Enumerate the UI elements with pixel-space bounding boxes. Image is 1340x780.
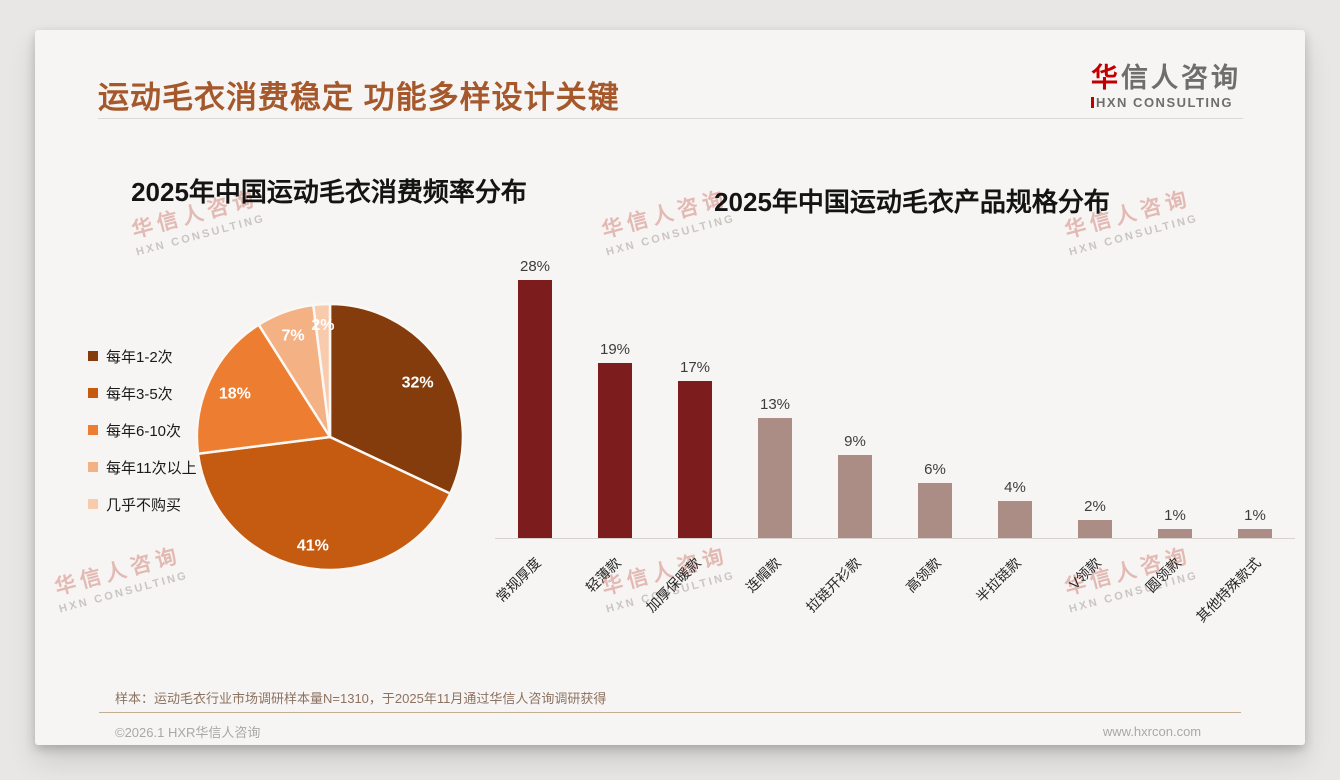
pie-value-label: 7%	[282, 327, 305, 344]
bar-chart-x-labels: 常规厚度 轻薄款 加厚保暖款 连帽款 拉链开衫款 高领款 半拉链款 V领款 圆领款 其他特殊款式	[493, 539, 1295, 659]
website-text: www.hxrcon.com	[1102, 724, 1202, 739]
bar-x-label-2: 加厚保暖款	[642, 554, 704, 616]
pie-value-label: 2%	[311, 317, 334, 334]
pie-value-label: 32%	[402, 374, 434, 391]
legend-label: 每年1-2次	[106, 348, 173, 366]
header-divider	[98, 118, 1243, 119]
logo-cn-first-char: 华	[1091, 63, 1121, 93]
bar-rect	[918, 483, 952, 538]
footer-divider	[99, 712, 1241, 713]
bar-rect	[838, 455, 872, 538]
bar-x-label-4: 拉链开衫款	[802, 554, 864, 616]
sample-footnote: 样本：运动毛衣行业市场调研样本量N=1310，于2025年11月通过华信人咨询调…	[115, 691, 607, 706]
bar-x-label-9: 其他特殊款式	[1193, 554, 1264, 626]
page-title: 运动毛衣消费稳定 功能多样设计关键	[98, 80, 620, 115]
bar-rect	[1158, 529, 1192, 538]
bar-x-label-6: 半拉链款	[972, 554, 1024, 606]
logo-cn-text: 华信人咨询	[1091, 63, 1241, 94]
bar-value-label: 2%	[1084, 498, 1106, 515]
watermark-en: HXN CONSULTING	[134, 212, 267, 259]
bar-value-label: 1%	[1244, 507, 1266, 524]
watermark-cn: 华信人咨询	[52, 543, 184, 600]
bar-value-label: 13%	[759, 396, 791, 413]
bar-rect	[758, 418, 792, 538]
pie-legend: 每年1-2次 每年3-5次 每年6-10次 每年11次以上 几乎不购买	[88, 348, 197, 533]
legend-label: 每年11次以上	[106, 459, 197, 477]
legend-item-0: 每年1-2次	[88, 348, 197, 366]
legend-label: 每年6-10次	[106, 422, 182, 440]
logo-en-text: HXN CONSULTING	[1091, 95, 1241, 110]
copyright-text: ©2026.1 HXR华信人咨询	[115, 725, 261, 740]
bar-column-2: 17%	[655, 250, 735, 538]
bar-x-label-7: V领款	[1066, 554, 1104, 593]
bar-column-6: 4%	[975, 250, 1055, 538]
logo-en-label: HXN CONSULTING	[1096, 94, 1234, 110]
legend-swatch	[88, 425, 98, 435]
logo-cn-rest: 信人咨询	[1121, 63, 1241, 93]
legend-label: 几乎不购买	[106, 496, 182, 514]
bar-rect	[998, 501, 1032, 538]
legend-item-1: 每年3-5次	[88, 385, 197, 403]
bar-rect	[1078, 520, 1112, 538]
legend-label: 每年3-5次	[106, 385, 173, 403]
legend-item-3: 每年11次以上	[88, 459, 197, 477]
bar-rect	[678, 381, 712, 538]
company-logo: 华信人咨询 HXN CONSULTING	[1091, 63, 1241, 110]
pie-chart-title: 2025年中国运动毛衣消费频率分布	[131, 177, 527, 207]
logo-red-mark	[1091, 96, 1094, 108]
bar-x-label-5: 高领款	[902, 554, 944, 596]
legend-swatch	[88, 499, 98, 509]
bar-chart: 28% 19% 17% 13% 9% 6% 4% 2% 1% 1%	[495, 250, 1295, 539]
bar-value-label: 28%	[519, 258, 551, 275]
bar-column-7: 2%	[1055, 250, 1135, 538]
legend-item-4: 几乎不购买	[88, 496, 197, 514]
bar-value-label: 19%	[599, 341, 631, 358]
bar-column-8: 1%	[1135, 250, 1215, 538]
legend-swatch	[88, 462, 98, 472]
bar-value-label: 4%	[1004, 479, 1026, 496]
bar-x-label-3: 连帽款	[742, 554, 784, 596]
bar-value-label: 9%	[844, 433, 866, 450]
bar-column-0: 28%	[495, 250, 575, 538]
bar-rect	[1238, 529, 1272, 538]
legend-swatch	[88, 388, 98, 398]
watermark-en: HXN CONSULTING	[57, 569, 190, 616]
bar-x-label-8: 圆领款	[1142, 554, 1184, 596]
legend-item-2: 每年6-10次	[88, 422, 197, 440]
bar-value-label: 1%	[1164, 507, 1186, 524]
slide-card: 华信人咨询 HXN CONSULTING 华信人咨询 HXN CONSULTIN…	[35, 30, 1305, 745]
pie-slice-1	[196, 435, 452, 572]
bar-x-label-1: 轻薄款	[582, 554, 624, 596]
pie-slice-2	[195, 323, 332, 455]
bar-value-label: 17%	[679, 359, 711, 376]
bar-rect	[518, 280, 552, 538]
pie-value-label: 41%	[297, 538, 329, 555]
pie-slice-4	[312, 302, 332, 439]
legend-swatch	[88, 351, 98, 361]
bar-chart-title: 2025年中国运动毛衣产品规格分布	[714, 187, 1110, 217]
pie-value-label: 18%	[219, 385, 251, 402]
bar-rect	[598, 363, 632, 538]
bar-column-1: 19%	[575, 250, 655, 538]
pie-chart: 32% 41% 18% 7% 2%	[195, 302, 465, 572]
bar-column-9: 1%	[1215, 250, 1295, 538]
bar-column-3: 13%	[735, 250, 815, 538]
bar-column-5: 6%	[895, 250, 975, 538]
bar-column-4: 9%	[815, 250, 895, 538]
bar-value-label: 6%	[924, 461, 946, 478]
watermark: 华信人咨询 HXN CONSULTING	[50, 539, 190, 616]
pie-slice-0	[328, 302, 465, 495]
